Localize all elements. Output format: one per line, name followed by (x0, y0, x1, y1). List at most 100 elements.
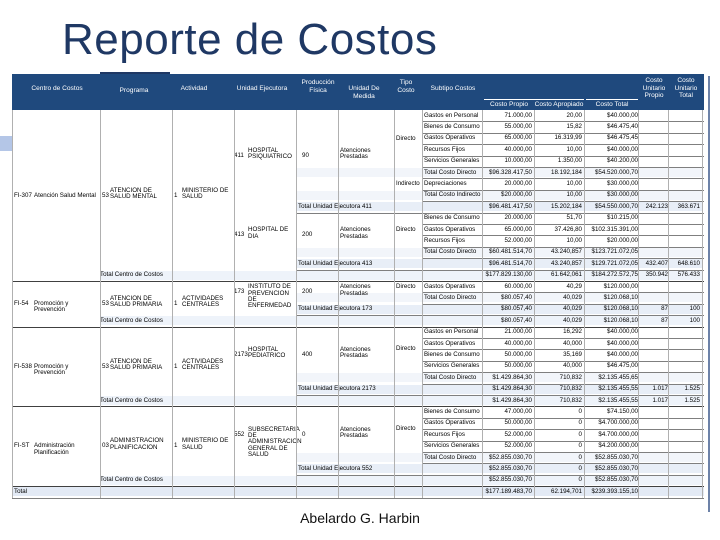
row-26-sub: Bienes de Consumo (424, 407, 480, 415)
row-16-ct: $120.068,10 (603, 293, 638, 301)
row-12-ct: $123.721.072,05 (591, 248, 638, 256)
centro-name: Administración Planificación (34, 442, 75, 456)
row-10-ca: 37.426,80 (554, 225, 582, 233)
group-divider (12, 281, 704, 282)
unit-total-band (296, 304, 702, 314)
row-32-sub: Total Centro de Costos (100, 476, 163, 484)
row-3-cp: 40.000,00 (504, 145, 532, 153)
row-24-ca: 710,832 (559, 385, 582, 393)
row-8-cp: $96.481.417,50 (488, 202, 532, 210)
actividad-name: ACTIVIDADES CENTRALES (182, 294, 224, 308)
centro-code: FI-ST (14, 442, 30, 450)
row-23-ca: 710,832 (559, 373, 582, 381)
row-28-sub: Recursos Fijos (424, 430, 465, 438)
row-25-ca: 710,832 (559, 396, 582, 404)
row-divider (422, 189, 704, 191)
header-unidad: Unidad Ejecutora (236, 85, 288, 92)
header-costo-propio: Costo Propio (484, 99, 534, 109)
row-divider (422, 417, 704, 419)
row-23-sub: Total Costo Directo (424, 373, 477, 381)
row-divider (422, 144, 704, 146)
unit-name: HOSPITAL PEDIATRICO (248, 346, 286, 360)
row-divider (422, 292, 704, 294)
row-33-sub: Total (14, 487, 28, 495)
actividad-num: 1 (174, 442, 178, 450)
centro-code: FI-307 (14, 191, 32, 199)
row-12-cp: $60.481.514,70 (488, 248, 532, 256)
row-divider (422, 372, 704, 374)
row-0-ca: 20,00 (566, 111, 582, 119)
group-divider (12, 326, 704, 328)
column-rule (482, 110, 483, 498)
row-4-cp: 10.000,00 (504, 157, 532, 165)
row-15-sub: Gastos Operativos (424, 282, 476, 290)
row-divider (422, 463, 704, 465)
row-28-ct: $4.700.000,00 (598, 430, 638, 438)
right-divider (708, 76, 710, 512)
row-26-ca: 0 (578, 407, 582, 415)
unit-medida: Atenciones Prestadas (340, 146, 371, 160)
row-14-cp: $177.829.130,00 (485, 271, 532, 279)
row-divider (422, 121, 704, 123)
subtotal-band (296, 247, 702, 257)
unit-medida: Atenciones Prestadas (340, 226, 371, 240)
row-divider (422, 429, 704, 431)
row-divider (422, 167, 704, 168)
row-33-ct: $239.393.155,10 (591, 487, 638, 495)
row-30-ct: $52.855.030,70 (594, 453, 638, 461)
row-18-up: 87 (661, 316, 668, 324)
row-divider (422, 246, 704, 248)
row-32-cp: $52.855.030,70 (488, 476, 532, 484)
row-18-ut: 100 (689, 316, 700, 324)
column-rule (394, 110, 395, 498)
row-22-ct: $46.475,00 (607, 362, 638, 370)
row-1-ca: 15,82 (566, 122, 582, 130)
row-25-ct: $2.135.455,55 (598, 396, 638, 404)
row-7-cp: $20.000,00 (501, 191, 532, 199)
tipo-directo: Directo (396, 345, 416, 353)
unit-prod: 400 (302, 351, 313, 359)
row-31-cp: $52.855.030,70 (488, 464, 532, 472)
row-32-ct: $52.855.030,70 (594, 476, 638, 484)
row-divider (422, 155, 704, 157)
row-17-ut: 100 (689, 305, 700, 313)
row-15-cp: 60.000,00 (504, 282, 532, 290)
row-31-ca: 0 (578, 464, 582, 472)
row-16-sub: Total Costo Directo (424, 293, 477, 301)
actividad-name: MINISTERIO DE SALUD (182, 437, 229, 451)
slide-footer: Abelardo G. Harbin (300, 510, 420, 526)
row-6-ct: $30.000,00 (607, 179, 638, 187)
programa-name: ATENCION DE SALUD PRIMARIA (110, 357, 163, 371)
row-29-sub: Servicios Generales (424, 442, 480, 450)
tipo-directo: Directo (396, 282, 416, 290)
row-12-ca: 43.240,857 (551, 248, 582, 256)
row-8-ut: 363.671 (677, 202, 700, 210)
row-24-cp: $1.429.864,30 (492, 385, 532, 393)
column-rule (12, 110, 13, 498)
row-20-cp: 40.000,00 (504, 339, 532, 347)
row-11-ct: $20.000,00 (607, 236, 638, 244)
row-9-sub: Bienes de Consumo (424, 214, 480, 222)
programa-name: ATENCION DE SALUD PRIMARIA (110, 294, 163, 308)
subtotal-band (296, 293, 702, 303)
actividad-name: ACTIVIDADES CENTRALES (182, 357, 224, 371)
row-16-cp: $80.057,40 (501, 293, 532, 301)
unit-prod: 200 (302, 231, 313, 239)
row-29-ca: 0 (578, 442, 582, 450)
row-30-cp: $52.855.030,70 (488, 453, 532, 461)
row-divider (422, 235, 704, 237)
row-21-ca: 35,169 (563, 350, 582, 358)
row-30-ca: 0 (578, 453, 582, 461)
subtotal-band (296, 453, 702, 462)
title-underline (100, 72, 170, 75)
row-27-cp: 50.000,00 (504, 419, 532, 427)
row-3-ca: 10,00 (566, 145, 582, 153)
actividad-name: MINISTERIO DE SALUD (182, 186, 229, 200)
row-7-ct: $30.000,00 (607, 191, 638, 199)
row-divider (12, 497, 704, 499)
row-18-ca: 40,029 (563, 316, 582, 324)
header-produccion: Producción Física (301, 79, 335, 94)
row-18-ct: $120.068,10 (603, 316, 638, 324)
unit-total-band (296, 464, 702, 474)
header-tipo: Tipo Costo (397, 79, 415, 94)
